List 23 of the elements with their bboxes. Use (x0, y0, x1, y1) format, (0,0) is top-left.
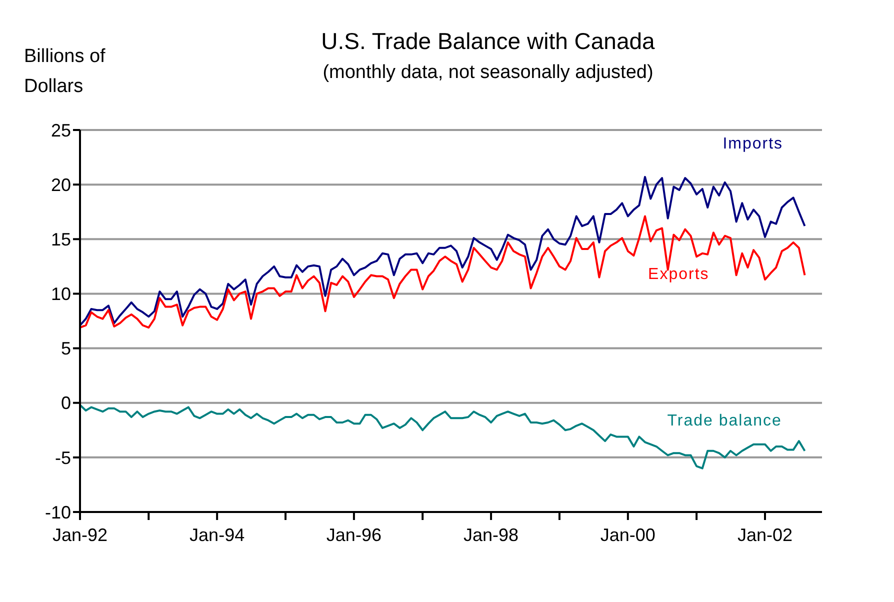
y-axis-title: Billions of Dollars (24, 45, 106, 99)
series-label: Exports (648, 266, 710, 283)
y-tick-label: 5 (60, 338, 71, 359)
series-label: Trade balance (667, 412, 782, 430)
y-tick-label: 10 (50, 284, 71, 304)
line-series (80, 176, 806, 326)
y-tick-label: -5 (54, 448, 71, 468)
y-tick-label: 20 (50, 174, 71, 195)
series-label: Imports (722, 135, 784, 152)
y-tick-label: 15 (50, 230, 71, 250)
x-tick-label: Jan-02 (737, 524, 793, 545)
x-tick-label: Jan-94 (190, 524, 245, 545)
y-tick-label: -10 (44, 502, 71, 522)
x-tick-label: Jan-96 (326, 524, 382, 545)
y-tick-label: 25 (50, 120, 71, 140)
chart-subtitle: (monthly data, not seasonally adjusted) (322, 62, 654, 84)
line-series (80, 404, 806, 470)
x-tick-label: Jan-00 (600, 524, 656, 545)
chart-title: U.S. Trade Balance with Canada (320, 28, 656, 55)
x-tick-label: Jan-98 (464, 524, 519, 545)
x-tick-label: Jan-92 (52, 524, 108, 545)
y-tick-label: 0 (60, 393, 71, 414)
line-series (80, 215, 806, 329)
